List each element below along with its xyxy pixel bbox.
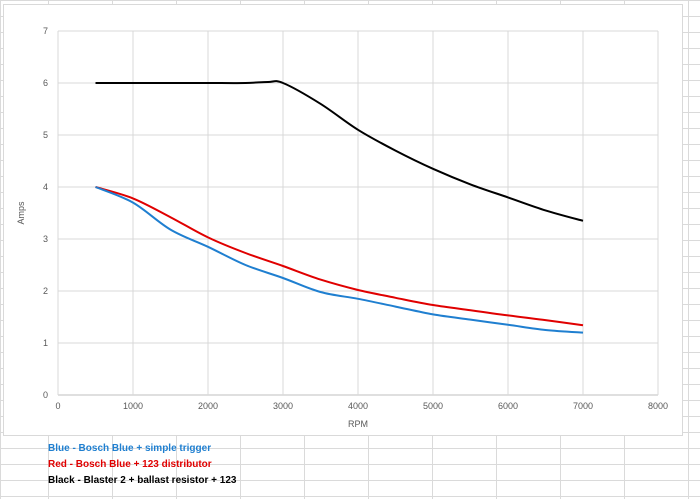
y-tick-label: 4 bbox=[43, 182, 48, 192]
x-tick-label: 1000 bbox=[123, 401, 143, 411]
legend-note-red: Red - Bosch Blue + 123 distributor bbox=[48, 459, 212, 470]
y-tick-label: 3 bbox=[43, 234, 48, 244]
x-tick-label: 8000 bbox=[648, 401, 668, 411]
y-tick-label: 1 bbox=[43, 338, 48, 348]
x-tick-label: 5000 bbox=[423, 401, 443, 411]
y-axis-label: Amps bbox=[16, 201, 26, 225]
y-tick-labels: 0 1 2 3 4 5 6 7 bbox=[43, 26, 48, 400]
series-lines bbox=[95, 80, 584, 334]
x-tick-label: 6000 bbox=[498, 401, 518, 411]
y-tick-label: 2 bbox=[43, 286, 48, 296]
legend-note-blue: Blue - Bosch Blue + simple trigger bbox=[48, 443, 212, 454]
series-line-blue bbox=[95, 186, 584, 334]
series-line-black bbox=[95, 80, 584, 222]
x-tick-labels: 0 1000 2000 3000 4000 5000 6000 7000 8000 bbox=[55, 401, 668, 411]
gridlines bbox=[57, 30, 659, 396]
series-line-red bbox=[95, 186, 584, 327]
y-tick-label: 5 bbox=[43, 130, 48, 140]
y-tick-label: 7 bbox=[43, 26, 48, 36]
legend-note-black: Black - Blaster 2 + ballast resistor + 1… bbox=[48, 475, 237, 486]
y-tick-label: 6 bbox=[43, 78, 48, 88]
y-tick-label: 0 bbox=[43, 390, 48, 400]
x-tick-label: 3000 bbox=[273, 401, 293, 411]
x-axis-label: RPM bbox=[348, 419, 368, 429]
x-tick-label: 0 bbox=[55, 401, 60, 411]
line-chart: 0 1 2 3 4 5 6 7 0 1000 2000 3000 4000 5000 6000 7000 80… bbox=[16, 26, 668, 429]
x-tick-label: 4000 bbox=[348, 401, 368, 411]
x-tick-label: 7000 bbox=[573, 401, 593, 411]
x-tick-label: 2000 bbox=[198, 401, 218, 411]
chart-area: 0 1 2 3 4 5 6 7 0 1000 2000 3000 4000 5000 6000 7000 80… bbox=[3, 4, 683, 436]
